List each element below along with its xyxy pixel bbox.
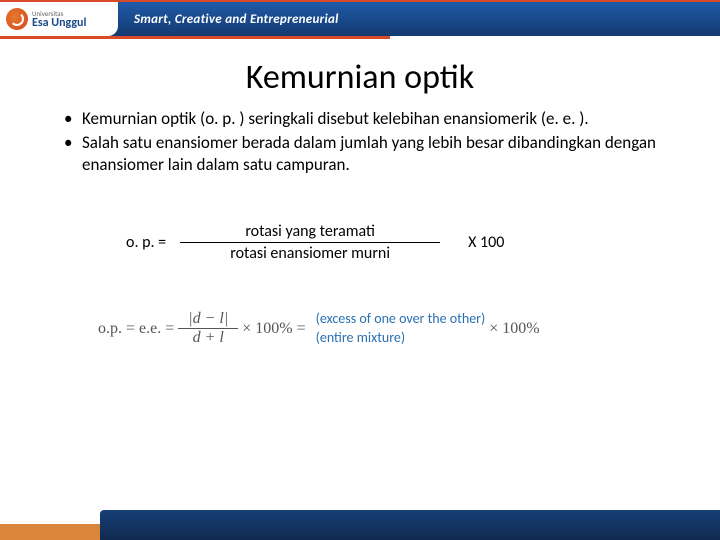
math-denominator: d + l: [189, 329, 228, 347]
formula-text: o. p. = rotasi yang teramati rotasi enan…: [126, 222, 684, 263]
formula-multiplier: X 100: [468, 233, 504, 252]
bullet-item: Salah satu enansiomer berada dalam jumla…: [64, 132, 684, 176]
annot-top: (excess of one over the other): [316, 310, 486, 329]
math-tail-pct: × 100%: [489, 320, 539, 338]
formula-fraction: rotasi yang teramati rotasi enansiomer m…: [180, 222, 440, 263]
logo: Universitas Esa Unggul: [0, 2, 118, 36]
footer: [0, 492, 720, 540]
slide-content: Kemurnian optik Kemurnian optik (o. p. )…: [0, 39, 720, 347]
bullet-item: Kemurnian optik (o. p. ) seringkali dise…: [64, 108, 684, 130]
header-bar: Universitas Esa Unggul Smart, Creative a…: [0, 2, 720, 36]
formula-numerator: rotasi yang teramati: [239, 222, 381, 241]
math-numerator: |d − l|: [184, 310, 232, 328]
bullet-list: Kemurnian optik (o. p. ) seringkali dise…: [36, 108, 684, 176]
logo-text: Universitas Esa Unggul: [32, 10, 86, 29]
fraction-line: [180, 242, 440, 243]
math-lhs: o.p. = e.e. =: [98, 320, 174, 338]
annot-bottom: (entire mixture): [316, 329, 486, 348]
formula-lhs: o. p. =: [126, 233, 166, 252]
logo-main-text: Esa Unggul: [32, 17, 86, 29]
math-annotation-stack: (excess of one over the other) (entire m…: [310, 310, 486, 348]
math-times-pct: × 100% =: [242, 320, 305, 338]
formula-math: o.p. = e.e. = |d − l| d + l × 100% = (ex…: [94, 310, 684, 348]
tagline: Smart, Creative and Entrepreneurial: [134, 12, 339, 27]
slide-title: Kemurnian optik: [36, 57, 684, 98]
footer-blue-bar: [100, 510, 720, 540]
math-fraction: |d − l| d + l: [178, 310, 238, 348]
logo-swirl-icon: [6, 8, 28, 30]
formula-denominator: rotasi enansiomer murni: [224, 244, 396, 263]
